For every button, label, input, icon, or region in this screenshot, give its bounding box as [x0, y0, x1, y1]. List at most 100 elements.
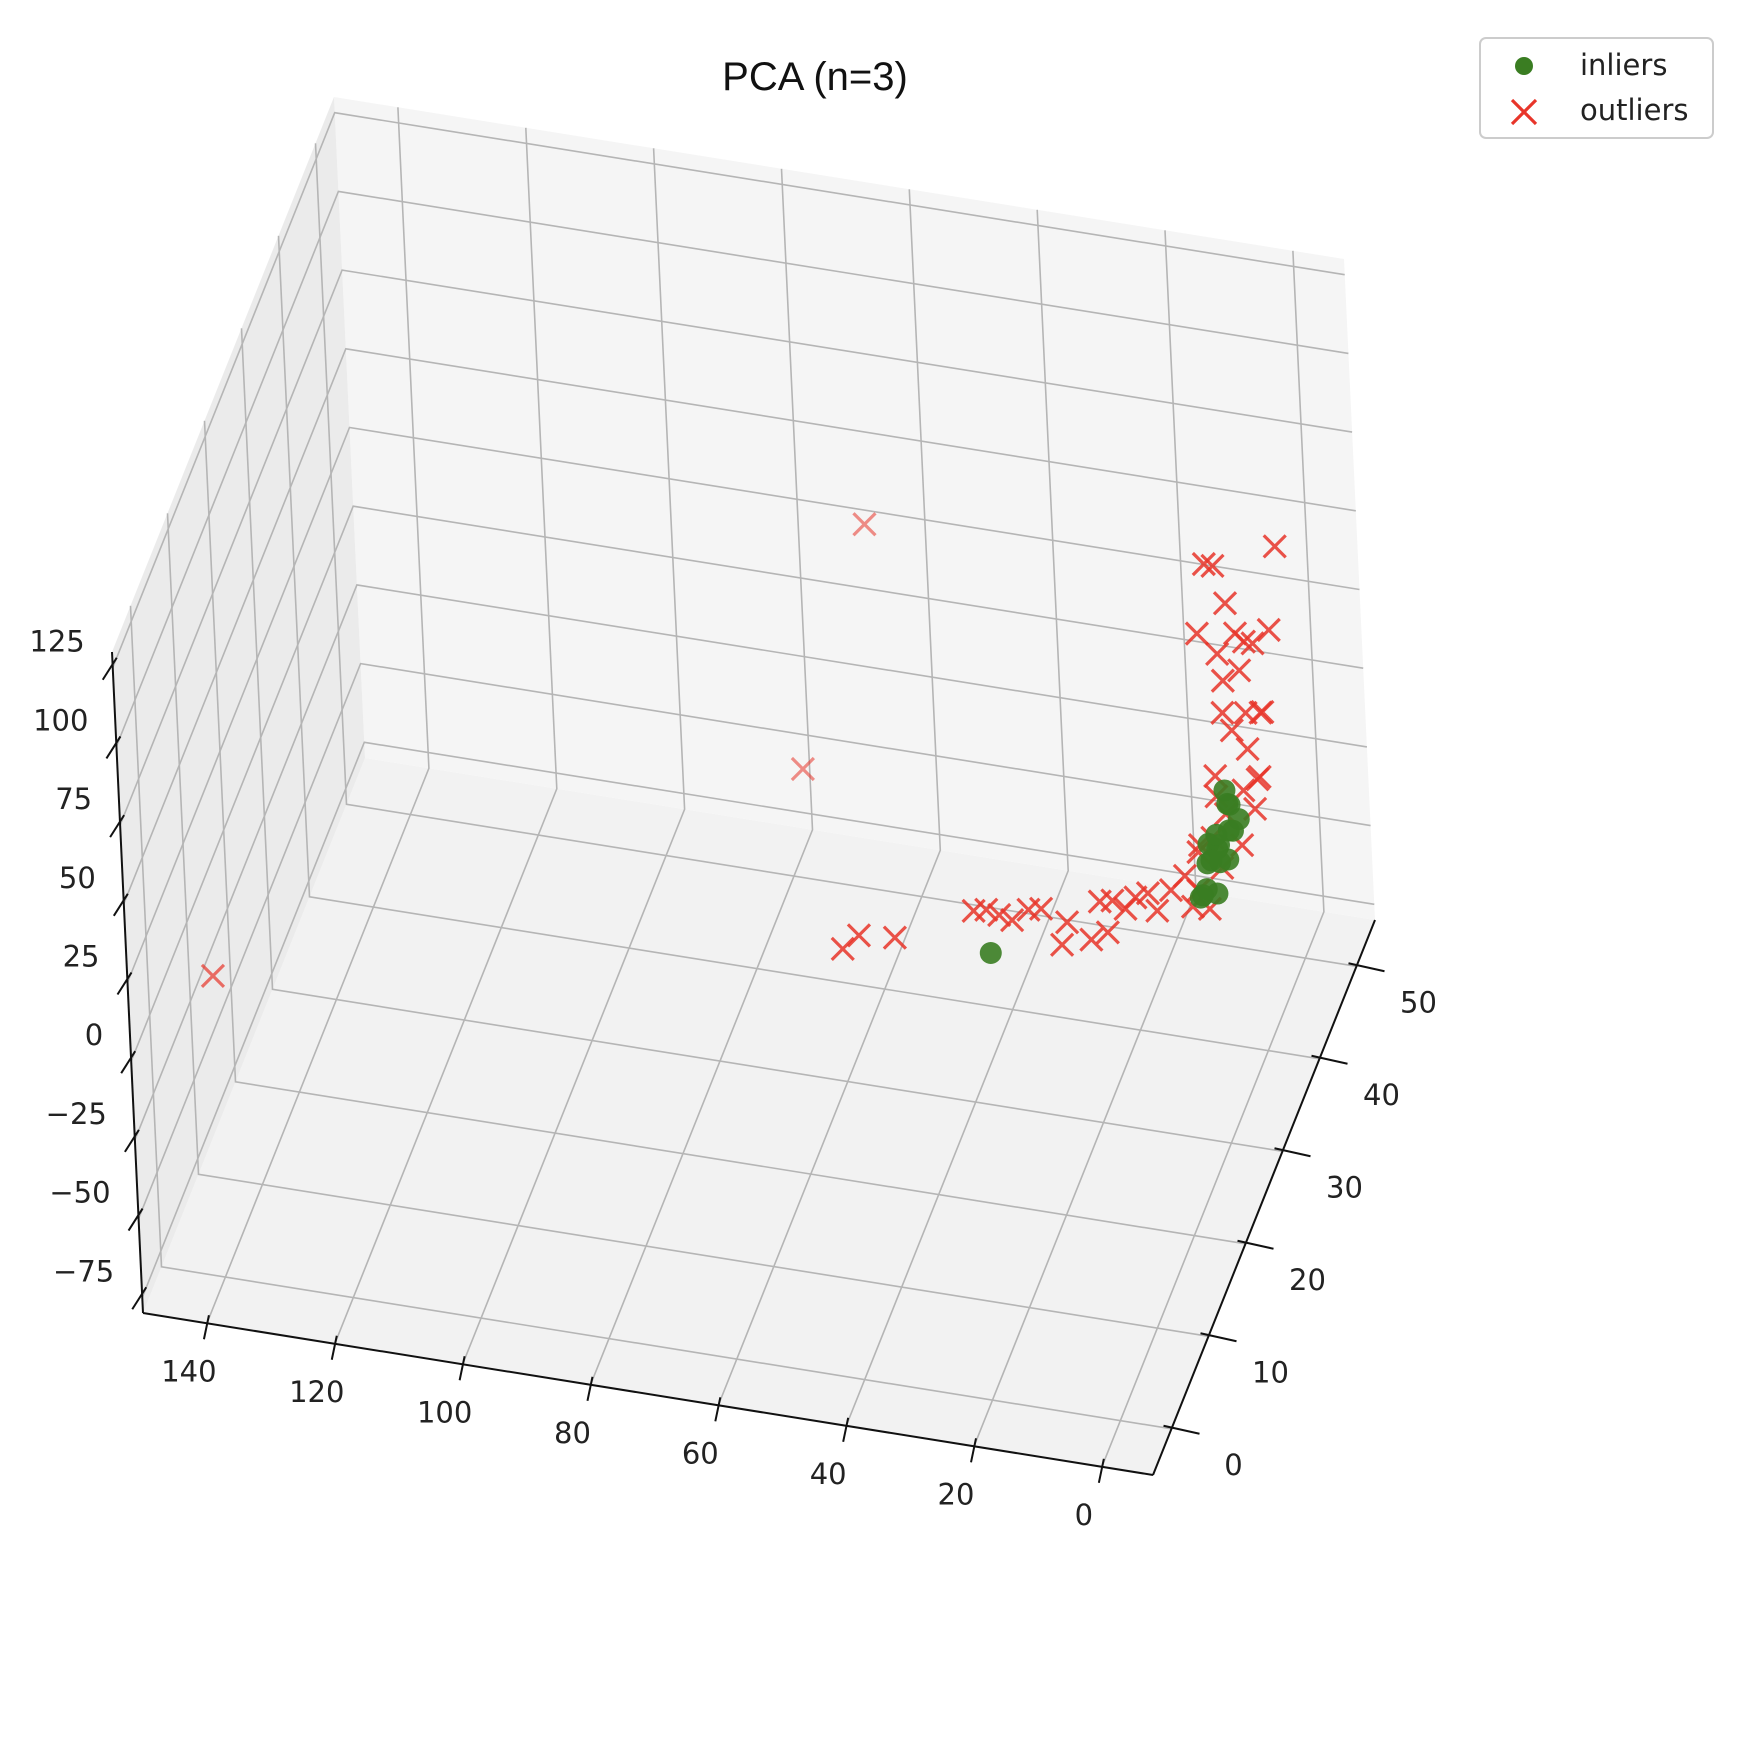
- outlier-stroke: [1172, 863, 1198, 888]
- grid-line-z: [141, 741, 1375, 1298]
- z-tick-label: 50: [59, 861, 96, 895]
- y-tick: [1163, 1424, 1200, 1435]
- outlier-point: [1191, 551, 1216, 577]
- outlier-point: [1247, 764, 1272, 790]
- x-tick: [842, 1417, 850, 1442]
- outlier-point: [1028, 896, 1054, 921]
- grid-line-z: [115, 190, 1349, 747]
- x-tick: [202, 1315, 210, 1340]
- x-tick: [1097, 1458, 1105, 1484]
- floor-pane: [143, 758, 1375, 1475]
- x-tick-label: 60: [682, 1436, 719, 1470]
- tick-marks: [101, 657, 1385, 1484]
- outlier-stroke: [1235, 736, 1260, 762]
- outlier-point: [1079, 927, 1104, 952]
- x-tick-label: 140: [161, 1354, 216, 1388]
- y-tick-label: 10: [1252, 1355, 1289, 1389]
- inlier-point: [1200, 849, 1223, 872]
- z-tick: [124, 1129, 140, 1153]
- grid-line-y: [166, 513, 1209, 1338]
- legend-frame: [1479, 37, 1714, 139]
- x-tick-label: 100: [417, 1395, 472, 1429]
- outlier-stroke: [1256, 617, 1281, 643]
- chart-title: PCA (n=3): [722, 55, 908, 99]
- outlier-point: [999, 908, 1025, 933]
- outlier-point: [1135, 881, 1161, 906]
- outlier-stroke: [790, 756, 816, 782]
- x-tick-label: 0: [1075, 1498, 1093, 1532]
- z-tick-label: 0: [85, 1018, 103, 1052]
- outlier-point: [1095, 920, 1120, 945]
- data-marks: [200, 512, 1287, 988]
- grid-line-y: [203, 420, 1246, 1245]
- grid-line-x: [589, 168, 814, 1386]
- outlier-stroke: [1210, 668, 1235, 693]
- z-tick-label: 75: [55, 782, 92, 816]
- outlier-stroke: [1219, 718, 1244, 743]
- y-tick: [1311, 1054, 1348, 1065]
- inlier-point: [1189, 886, 1212, 909]
- inlier-point: [1213, 779, 1236, 802]
- x-tick: [714, 1397, 722, 1422]
- y-tick-label: 20: [1289, 1263, 1326, 1297]
- outlier-stroke: [1212, 591, 1238, 616]
- outlier-point: [1145, 898, 1170, 923]
- z-tick: [105, 735, 122, 759]
- outlier-point: [1200, 553, 1225, 579]
- outlier-point: [1262, 534, 1287, 559]
- outlier-stroke: [852, 512, 877, 537]
- grid-line-z: [130, 505, 1364, 1062]
- outlier-point: [1235, 736, 1260, 762]
- outlier-point: [974, 897, 999, 922]
- grid-line-z: [137, 662, 1371, 1219]
- z-tick-label: 25: [63, 940, 100, 974]
- grid-line-z: [119, 269, 1353, 826]
- z-tick: [112, 893, 129, 917]
- z-tick-label: 125: [29, 625, 84, 659]
- x-tick: [458, 1356, 466, 1381]
- outlier-point: [1205, 641, 1230, 666]
- grid-line-y: [129, 605, 1172, 1430]
- outlier-point: [1227, 658, 1252, 683]
- inlier-point: [979, 941, 1002, 964]
- legend-outlier-stroke: [1510, 98, 1538, 126]
- outlier-point: [1054, 910, 1080, 935]
- grid-line-x: [461, 148, 686, 1365]
- outlier-point: [200, 963, 226, 988]
- x-tick-label: 120: [289, 1375, 344, 1409]
- outlier-stroke: [1210, 700, 1235, 725]
- x-tick: [330, 1335, 338, 1360]
- y-tick: [1274, 1147, 1311, 1158]
- outlier-point: [852, 512, 877, 537]
- outlier-stroke: [830, 936, 855, 962]
- z-tick-label: 100: [33, 703, 88, 737]
- outlier-point: [1248, 700, 1273, 725]
- x-tick-label: 40: [810, 1457, 847, 1491]
- y-tick-label: 40: [1363, 1078, 1400, 1112]
- outlier-point: [1049, 932, 1075, 957]
- x-tick-label: 80: [554, 1416, 591, 1450]
- outlier-point: [846, 923, 872, 948]
- grid-line-x: [717, 189, 942, 1406]
- outlier-stroke: [1191, 551, 1216, 577]
- y-tick: [1348, 962, 1385, 973]
- outlier-stroke: [1079, 927, 1104, 952]
- outlier-stroke: [974, 897, 999, 922]
- outlier-stroke: [1100, 888, 1125, 913]
- z-tick-label: −75: [53, 1254, 114, 1288]
- grid-line-x: [1101, 250, 1325, 1468]
- outlier-point: [1219, 718, 1244, 743]
- legend: inliers outliers: [1479, 37, 1714, 139]
- z-tick: [127, 1208, 144, 1232]
- outlier-stroke: [1247, 764, 1272, 790]
- outlier-stroke: [1262, 534, 1287, 559]
- outlier-point: [1210, 668, 1235, 693]
- grid-line-x: [206, 107, 430, 1324]
- grid-line-y: [240, 328, 1283, 1153]
- y-tick: [1237, 1239, 1274, 1250]
- z-tick: [131, 1286, 148, 1310]
- outlier-point: [1212, 591, 1238, 616]
- grid-line-z: [111, 111, 1345, 668]
- outlier-stroke: [1240, 631, 1265, 656]
